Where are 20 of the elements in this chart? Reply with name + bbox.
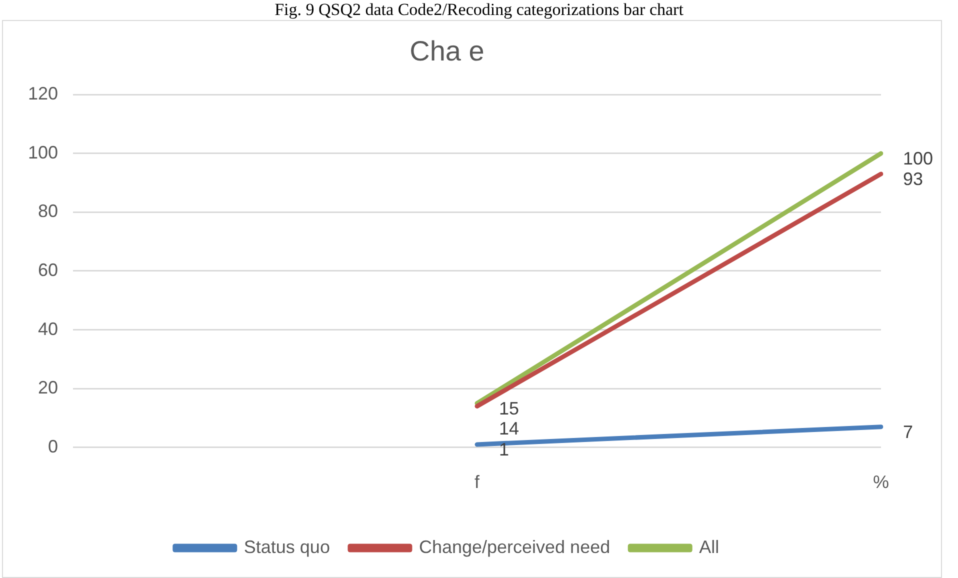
x-tick-label: f [474,472,481,492]
data-label: 1 [499,439,510,460]
y-tick-label: 80 [38,201,58,222]
x-tick-label: % [872,472,890,492]
data-label: 14 [499,418,520,438]
data-label: 7 [903,422,914,442]
data-label: 100 [903,148,934,168]
y-tick-label: 60 [38,260,58,280]
y-tick-label: 20 [38,378,58,398]
legend-label: All [699,536,720,557]
legend-label: Change/perceived need [418,536,610,557]
y-tick-label: 40 [38,318,58,339]
data-label: 93 [903,168,924,189]
data-label: 15 [499,398,520,418]
chart-title: Cha e [410,36,484,67]
caption: Fig. 9 QSQ2 data Code2/Recoding categorizations bar chart [274,0,684,20]
legend-label: Status quo [244,536,330,557]
y-tick-label: 0 [48,436,58,456]
y-tick-label: 120 [28,84,58,104]
y-tick-label: 100 [28,142,58,162]
